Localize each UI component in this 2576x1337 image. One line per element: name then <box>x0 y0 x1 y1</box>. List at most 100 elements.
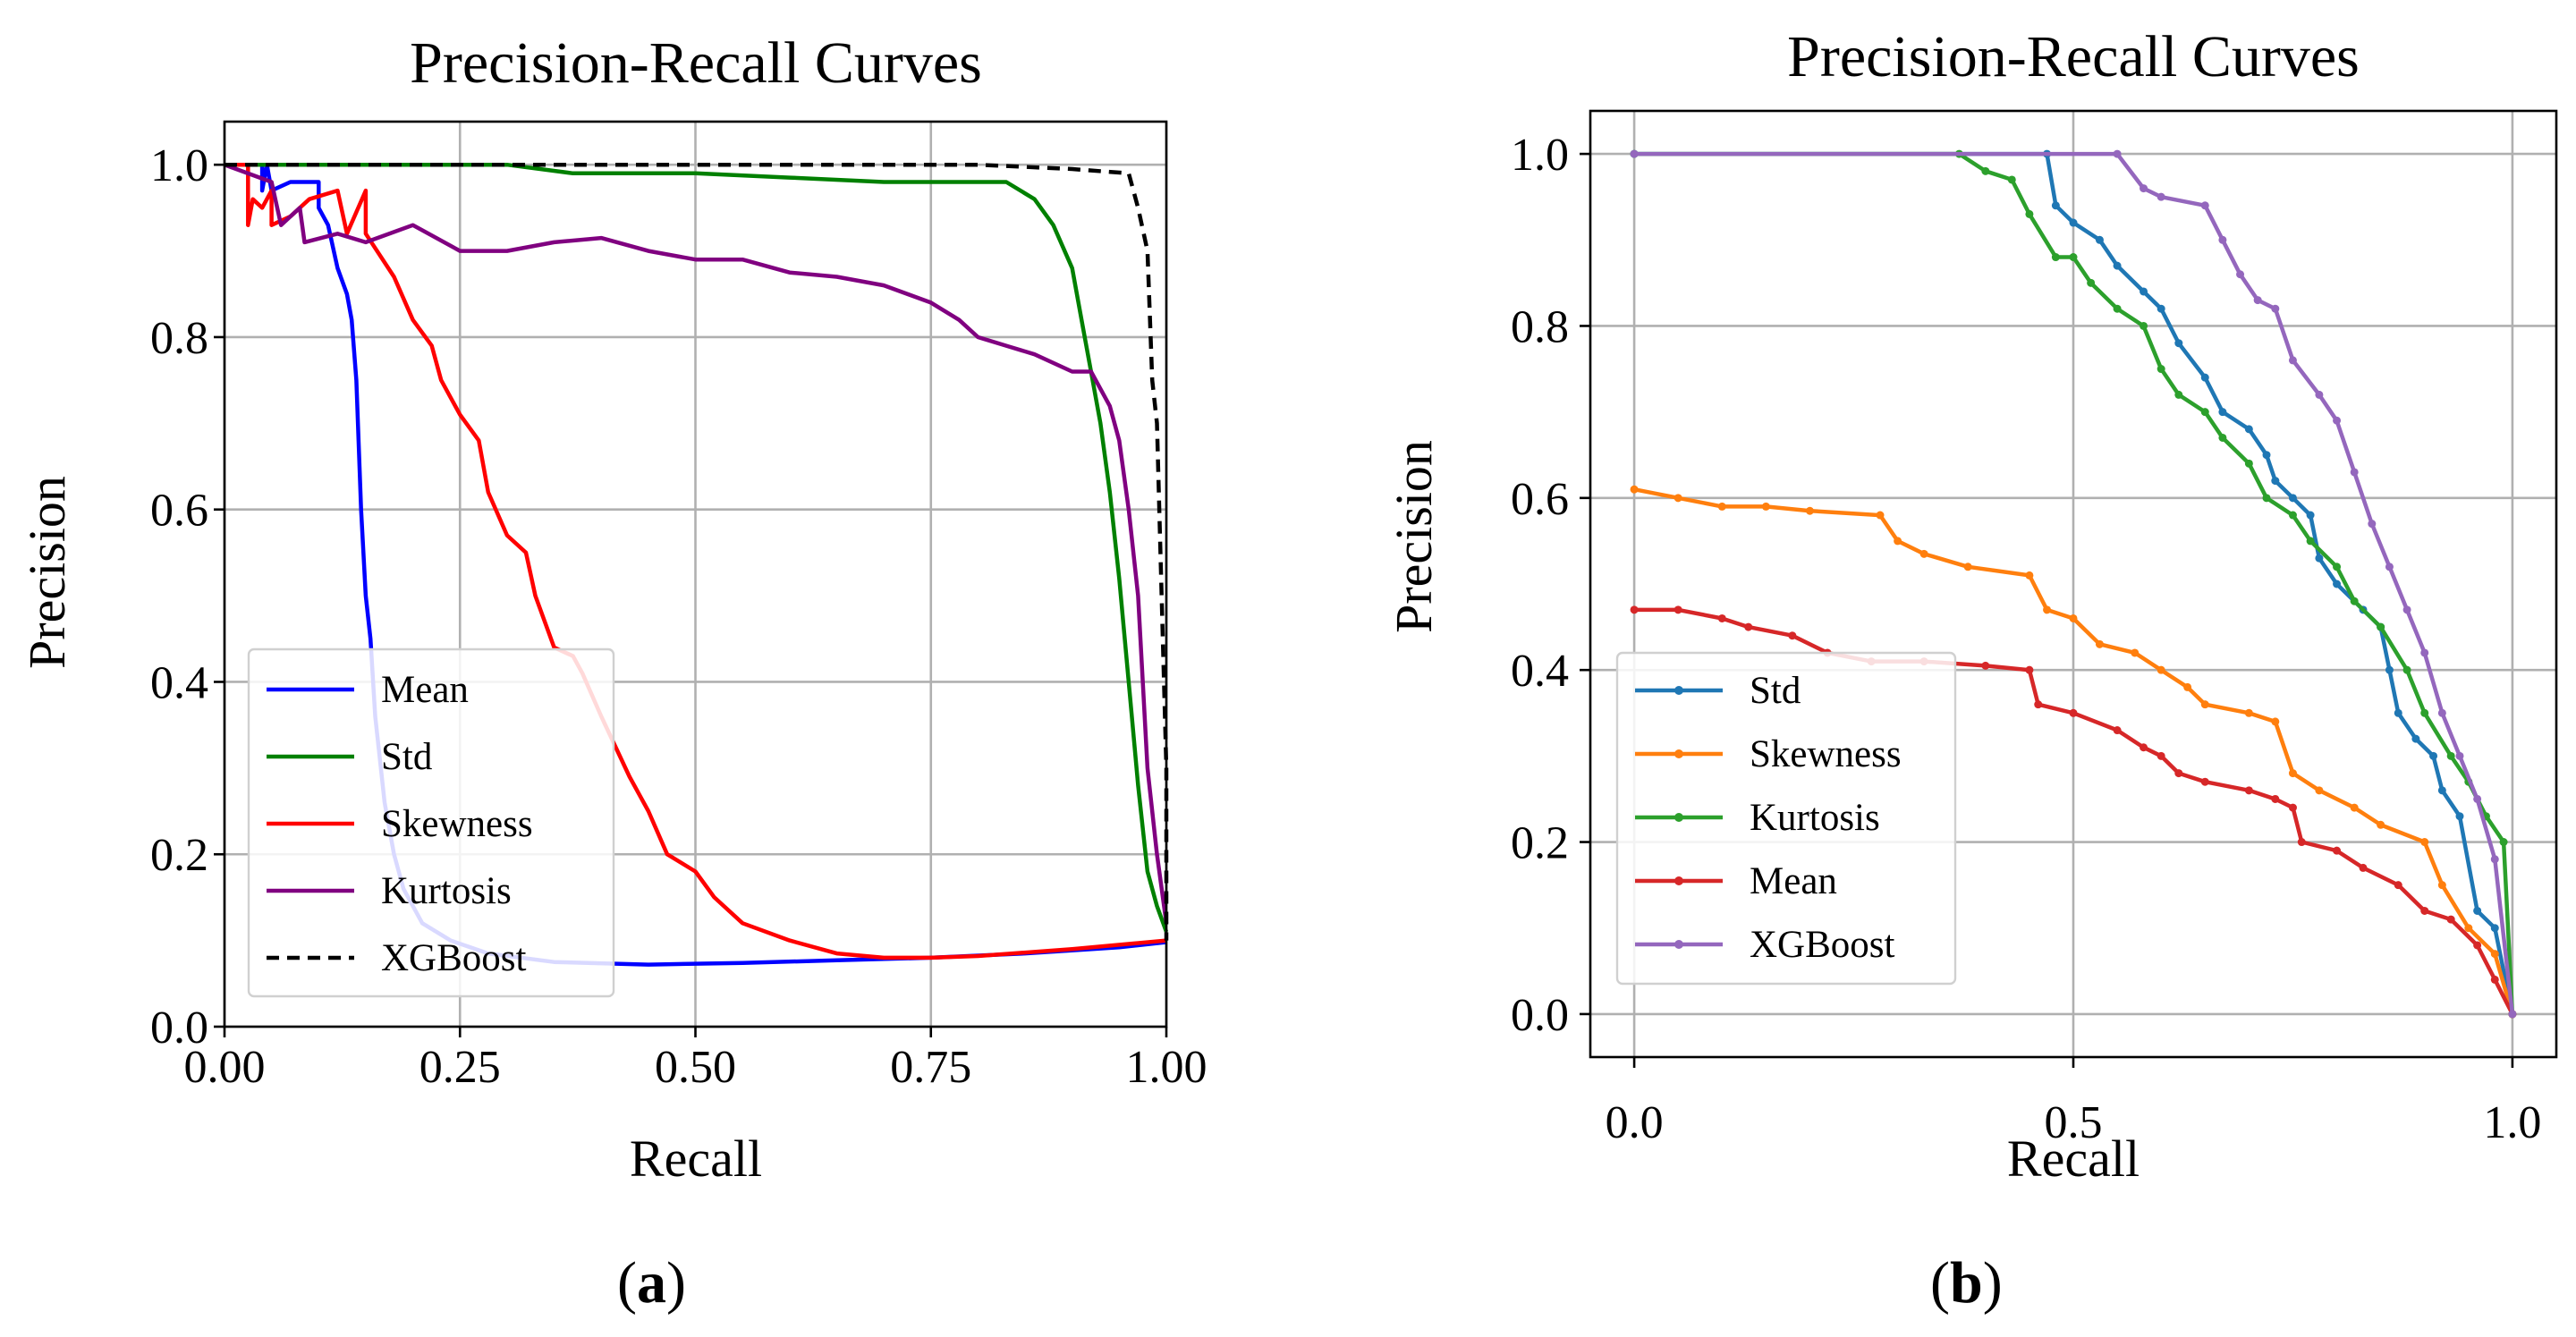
data-point-kurtosis <box>2069 253 2078 262</box>
data-point-xgboost <box>2333 416 2342 425</box>
data-point-std <box>2288 494 2297 503</box>
data-point-std <box>2262 451 2271 460</box>
data-point-skewness <box>1630 485 1639 494</box>
data-point-mean <box>2297 838 2306 847</box>
chart-a-legend: Mean Std Skewness Kurtosis XGBoost <box>247 647 615 998</box>
data-point-kurtosis <box>2288 511 2297 520</box>
y-tick-label: 1.0 <box>1511 130 1569 181</box>
data-point-skewness <box>2157 665 2165 674</box>
data-point-xgboost <box>2455 751 2464 760</box>
data-point-xgboost <box>2288 356 2297 365</box>
data-point-std <box>2140 287 2148 296</box>
chart-b-y-axis-label: Precision <box>1385 440 1443 633</box>
legend-label-kurtosis: Kurtosis <box>381 870 512 912</box>
series-line-kurtosis <box>224 163 1169 924</box>
data-point-xgboost <box>2218 235 2227 244</box>
x-tick-label: 0.25 <box>419 1042 501 1093</box>
data-point-mean <box>2174 769 2183 778</box>
data-point-mean <box>2490 975 2499 984</box>
x-tick-label: 0.00 <box>184 1042 266 1093</box>
data-point-skewness <box>1674 494 1682 503</box>
data-point-mean <box>2244 786 2253 795</box>
panel-label-b-letter: b <box>1950 1250 1983 1316</box>
data-point-kurtosis <box>2051 253 2060 262</box>
data-point-std <box>2333 580 2342 588</box>
data-point-std <box>2113 261 2122 270</box>
data-point-mean <box>1717 613 1726 622</box>
data-point-kurtosis <box>2025 209 2034 218</box>
data-point-skewness <box>2350 803 2359 812</box>
data-point-std <box>2385 665 2394 674</box>
data-point-kurtosis <box>2262 494 2271 503</box>
legend-marker-xgboost <box>1674 940 1683 949</box>
y-tick-label: 0.2 <box>150 830 208 881</box>
data-point-mean <box>2157 751 2165 760</box>
x-tick-label: 0.0 <box>1606 1097 1664 1148</box>
data-point-std <box>2174 339 2183 348</box>
data-point-mean <box>2394 881 2402 890</box>
legend-marker-kurtosis <box>1674 813 1683 822</box>
y-tick-label: 0.2 <box>1511 818 1569 869</box>
series-line-xgboost <box>1634 151 2515 1015</box>
data-point-xgboost <box>2236 270 2245 279</box>
chart-panel-b: Precision-Recall Curves 0.0 0.5 1.00.00.20… <box>1385 24 2558 1316</box>
chart-b-series <box>1630 149 2517 1019</box>
y-tick-label: 0.4 <box>1511 646 1569 697</box>
data-point-xgboost <box>2350 468 2359 477</box>
data-point-mean <box>2271 794 2280 803</box>
data-point-xgboost <box>2200 201 2209 210</box>
data-point-skewness <box>2069 613 2078 622</box>
series-line-kurtosis <box>1634 151 2515 1015</box>
data-point-std <box>2157 304 2165 313</box>
data-point-skewness <box>2464 924 2473 933</box>
legend-label-xgboost: XGBoost <box>1750 924 1895 966</box>
data-point-kurtosis <box>2157 365 2165 374</box>
data-point-skewness <box>2200 700 2209 709</box>
data-point-skewness <box>1805 506 1814 515</box>
data-point-mean <box>2473 941 2482 950</box>
y-tick-label: 1.0 <box>150 140 208 191</box>
legend-box <box>1615 651 1957 986</box>
data-point-xgboost <box>2315 390 2324 399</box>
data-point-mean <box>2140 743 2148 752</box>
legend-label-kurtosis: Kurtosis <box>1750 797 1880 839</box>
y-tick-label: 0.8 <box>1511 301 1569 352</box>
data-point-skewness <box>2377 820 2385 829</box>
data-point-kurtosis <box>2350 597 2359 605</box>
data-point-std <box>2411 734 2420 743</box>
x-tick-label: 1.0 <box>2483 1097 2541 1148</box>
y-tick-label: 0.6 <box>1511 474 1569 525</box>
data-point-xgboost <box>2140 184 2148 193</box>
data-point-std <box>2095 235 2104 244</box>
data-point-std <box>2271 477 2280 486</box>
data-point-kurtosis <box>2140 321 2148 330</box>
data-point-kurtosis <box>2446 751 2455 760</box>
data-point-kurtosis <box>2420 708 2429 717</box>
data-point-xgboost <box>2473 794 2482 803</box>
data-point-mean <box>1788 631 1797 640</box>
chart-a-series <box>224 162 1169 967</box>
data-point-std <box>2306 511 2315 520</box>
panel-label-a-letter: a <box>637 1250 666 1316</box>
data-point-xgboost <box>2490 855 2499 864</box>
data-point-xgboost <box>2271 304 2280 313</box>
chart-a-title: Precision-Recall Curves <box>410 30 982 96</box>
data-point-std <box>2437 786 2446 795</box>
data-point-mean <box>1981 661 1990 670</box>
data-point-kurtosis <box>2333 563 2342 571</box>
data-point-kurtosis <box>2377 622 2385 631</box>
data-point-mean <box>2069 708 2078 717</box>
data-point-mean <box>1744 622 1753 631</box>
data-point-xgboost <box>2157 192 2165 201</box>
chart-panel-a: Precision-Recall Curves 0.00 0.25 0.50 0.75… <box>18 30 1208 1316</box>
data-point-std <box>2455 812 2464 821</box>
data-point-skewness <box>2288 769 2297 778</box>
data-point-std <box>2473 906 2482 915</box>
data-point-skewness <box>2043 605 2052 614</box>
data-point-skewness <box>1963 563 1972 571</box>
x-tick-label: 1.00 <box>1126 1042 1208 1093</box>
data-point-std <box>2218 408 2227 417</box>
chart-a-ticks: 0.00 0.25 0.50 0.75 1.00 0.0 0.2 0.4 0.6 0.8 1.0 <box>150 140 1208 1093</box>
legend-label-std: Std <box>381 736 432 778</box>
y-tick-label: 0.0 <box>150 1003 208 1054</box>
